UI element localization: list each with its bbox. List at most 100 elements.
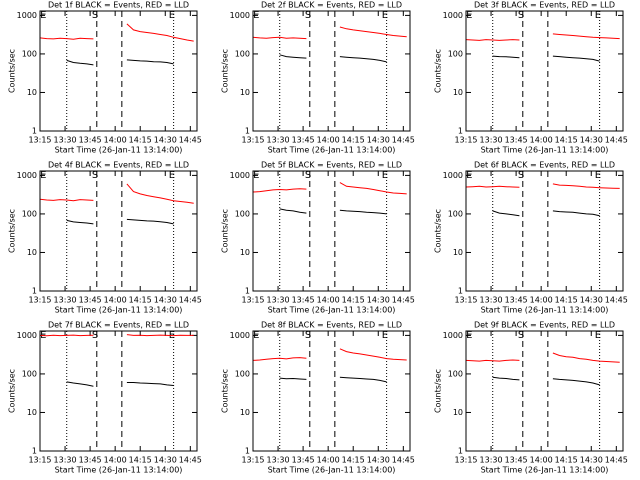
- plot-frame: [39, 10, 198, 132]
- x-tick-label: 14:15: [342, 456, 365, 465]
- y-axis-label: Counts/sec: [8, 49, 17, 93]
- marker-label: E: [595, 10, 601, 21]
- series-line: [279, 208, 387, 215]
- x-axis-label: Start Time (26-Jan-11 13:14:00): [268, 146, 396, 155]
- x-tick-label: 13:30: [54, 456, 77, 465]
- panel: Det 5f BLACK = Events, RED = LLD Start Ti…: [221, 161, 415, 315]
- x-tick-label: 13:30: [480, 136, 503, 145]
- marker-label: E: [40, 10, 46, 21]
- x-tick-label: 13:45: [79, 136, 102, 145]
- x-tick-label: 13:45: [79, 456, 102, 465]
- y-axis-label: Counts/sec: [221, 369, 230, 413]
- marker-label: E: [595, 170, 601, 181]
- y-tick-label: 1000: [17, 11, 37, 20]
- y-axis-label: Counts/sec: [8, 369, 17, 413]
- series-line: [252, 348, 407, 361]
- x-tick-label: 13:30: [267, 456, 290, 465]
- x-tick-label: 13:15: [241, 136, 264, 145]
- y-tick-label: 1000: [17, 171, 37, 180]
- x-tick-label: 14:00: [530, 296, 553, 305]
- x-tick-label: 14:30: [154, 296, 177, 305]
- series-line: [66, 381, 174, 387]
- x-tick-label: 14:45: [179, 136, 202, 145]
- y-tick-label: 1000: [230, 171, 250, 180]
- x-tick-label: 13:30: [480, 456, 503, 465]
- y-tick-label: 100: [22, 209, 37, 218]
- y-tick-label: 100: [235, 369, 250, 378]
- x-tick-label: 13:30: [267, 296, 290, 305]
- x-tick-label: 13:15: [454, 136, 477, 145]
- series-line: [492, 55, 600, 62]
- y-tick-label: 100: [448, 369, 463, 378]
- series-line: [39, 183, 194, 204]
- y-axis-label: Counts/sec: [434, 209, 443, 253]
- marker-label: E: [466, 10, 472, 21]
- marker-label: E: [169, 170, 175, 181]
- series-line: [66, 218, 174, 225]
- x-tick-label: 14:45: [605, 296, 628, 305]
- x-axis-label: Start Time (26-Jan-11 13:14:00): [55, 466, 183, 475]
- marker-label: S: [518, 330, 524, 341]
- chart-title: Det 7f BLACK = Events, RED = LLD: [48, 321, 189, 330]
- panel: Det 4f BLACK = Events, RED = LLD Start Ti…: [8, 161, 202, 315]
- x-tick-label: 14:15: [555, 136, 578, 145]
- x-tick-label: 13:15: [454, 296, 477, 305]
- x-tick-label: 14:45: [392, 296, 415, 305]
- x-tick-label: 13:15: [28, 456, 51, 465]
- marker-label: E: [382, 330, 388, 341]
- x-tick-label: 13:15: [241, 456, 264, 465]
- y-tick-label: 100: [448, 49, 463, 58]
- x-tick-label: 14:00: [530, 456, 553, 465]
- x-tick-label: 14:45: [392, 136, 415, 145]
- x-tick-label: 14:30: [367, 136, 390, 145]
- chart-title: Det 3f BLACK = Events, RED = LLD: [474, 1, 615, 10]
- x-tick-label: 14:30: [367, 456, 390, 465]
- marker-label: E: [595, 330, 601, 341]
- marker-label: S: [305, 10, 311, 21]
- y-tick-label: 1: [458, 127, 463, 136]
- x-tick-label: 14:30: [580, 296, 603, 305]
- panel: Det 6f BLACK = Events, RED = LLD Start Ti…: [434, 161, 628, 315]
- y-tick-label: 10: [240, 408, 250, 417]
- x-tick-label: 13:45: [79, 296, 102, 305]
- marker-label: E: [169, 10, 175, 21]
- y-axis-label: Counts/sec: [221, 209, 230, 253]
- plot-frame: [465, 10, 624, 132]
- series-line: [66, 59, 174, 66]
- y-tick-label: 1000: [230, 331, 250, 340]
- x-axis-label: Start Time (26-Jan-11 13:14:00): [268, 306, 396, 315]
- y-tick-label: 1000: [230, 11, 250, 20]
- y-tick-label: 1000: [443, 331, 463, 340]
- y-tick-label: 10: [453, 248, 463, 257]
- x-tick-label: 14:30: [154, 456, 177, 465]
- x-tick-label: 14:45: [605, 136, 628, 145]
- x-axis-label: Start Time (26-Jan-11 13:14:00): [481, 466, 609, 475]
- y-tick-label: 1000: [443, 171, 463, 180]
- x-tick-label: 13:45: [505, 136, 528, 145]
- series-line: [252, 182, 407, 195]
- x-tick-label: 14:30: [580, 136, 603, 145]
- x-tick-label: 13:30: [54, 136, 77, 145]
- x-tick-label: 14:30: [367, 296, 390, 305]
- y-tick-label: 1: [458, 287, 463, 296]
- x-tick-label: 14:15: [342, 136, 365, 145]
- x-tick-label: 14:15: [129, 136, 152, 145]
- series-line: [465, 33, 620, 41]
- y-tick-label: 100: [22, 369, 37, 378]
- x-tick-label: 14:15: [129, 296, 152, 305]
- x-tick-label: 13:15: [28, 296, 51, 305]
- x-tick-label: 14:00: [104, 296, 127, 305]
- panel: Det 1f BLACK = Events, RED = LLD Start Ti…: [8, 1, 202, 155]
- y-tick-label: 1: [458, 447, 463, 456]
- x-axis-label: Start Time (26-Jan-11 13:14:00): [481, 146, 609, 155]
- plot-frame: [252, 330, 411, 452]
- x-tick-label: 13:30: [480, 296, 503, 305]
- y-tick-label: 100: [448, 209, 463, 218]
- chart-title: Det 4f BLACK = Events, RED = LLD: [48, 161, 189, 170]
- x-tick-label: 14:15: [129, 456, 152, 465]
- marker-label: S: [92, 10, 98, 21]
- x-tick-label: 14:45: [179, 296, 202, 305]
- y-tick-label: 10: [27, 88, 37, 97]
- y-tick-label: 10: [27, 248, 37, 257]
- y-tick-label: 1: [32, 287, 37, 296]
